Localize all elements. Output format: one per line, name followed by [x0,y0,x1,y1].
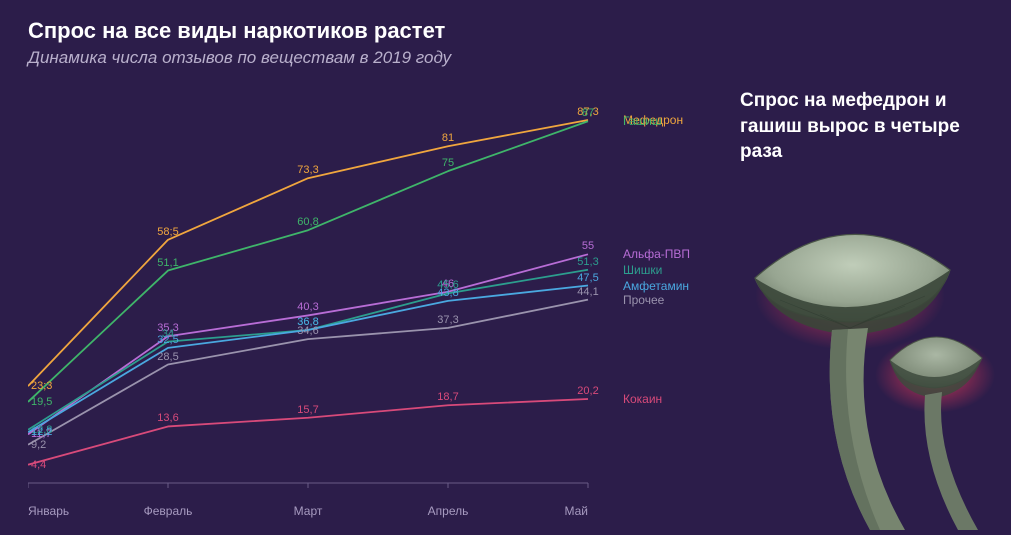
x-axis-labels: Январь Февраль Март Апрель Май [28,496,588,518]
point-label: 81 [442,132,454,144]
series-label: Альфа-ПВП [623,247,690,261]
point-label: 37,3 [437,314,458,326]
point-label: 73,3 [297,164,318,176]
point-label: 32,5 [157,334,178,346]
series-label: Гашиш [623,114,661,128]
point-label: 55 [582,241,594,253]
point-label: 43,8 [437,287,458,299]
point-label: 23;3 [31,380,52,392]
page-subtitle: Динамика числа отзывов по веществам в 20… [28,48,451,68]
side-title: Спрос на мефедрон и гашиш вырос в четыре… [740,88,990,165]
line-chart: Январь Февраль Март Апрель Май 23;3 58;5 73,3 8… [28,88,708,518]
point-label: 9,2 [31,439,46,451]
point-label: 12,2 [31,426,52,438]
series-label: Амфетамин [623,279,689,293]
point-label: 58;5 [157,226,178,238]
point-label: 51,3 [577,256,598,268]
point-label: 75 [442,157,454,169]
series-label: Кокаин [623,392,662,406]
series-line [28,121,588,402]
point-label: 51,1 [157,257,178,269]
point-label: 40,3 [297,302,318,314]
x-tick-label: Май [564,504,588,518]
point-label: 87 [582,107,594,119]
series-label: Шишки [623,263,662,277]
series-line [28,120,588,386]
x-tick-label: Январь [28,504,69,518]
point-label: 4,4 [31,459,46,471]
x-tick-label: Февраль [144,504,193,518]
x-tick-label: Апрель [428,504,469,518]
point-label: 47,5 [577,272,598,284]
point-label: 13,6 [157,413,178,425]
series-label: Прочее [623,293,664,307]
point-label: 44,1 [577,286,598,298]
chart-canvas [28,88,708,508]
point-label: 60,8 [297,216,318,228]
page-title: Спрос на все виды наркотиков растет [28,18,445,44]
point-label: 20,2 [577,385,598,397]
point-label: 34,6 [297,325,318,337]
point-label: 15,7 [297,404,318,416]
mushroom-art [720,200,1010,530]
x-tick-label: Март [294,504,323,518]
point-label: 19,5 [31,396,52,408]
point-label: 28,5 [157,351,178,363]
point-label: 18,7 [437,391,458,403]
